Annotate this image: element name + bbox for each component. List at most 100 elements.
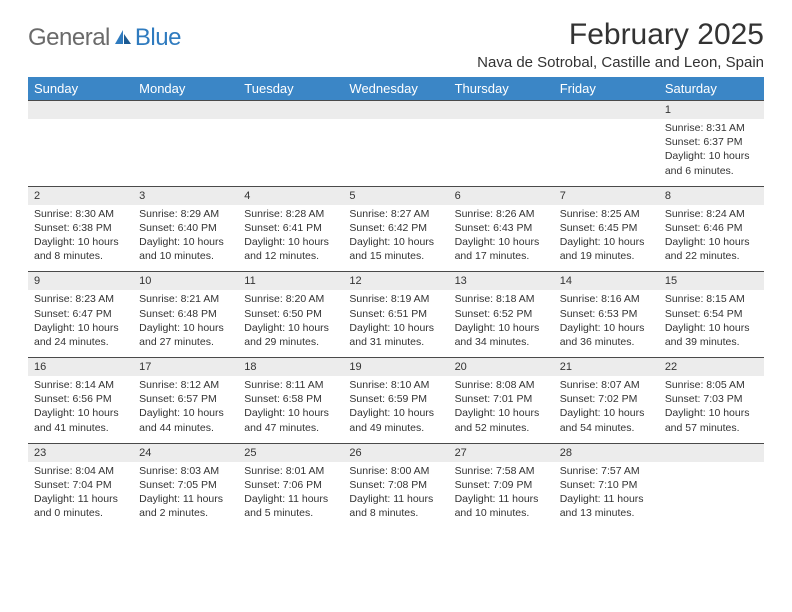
- day-line: Sunset: 6:40 PM: [139, 221, 232, 235]
- day-line: Sunrise: 8:11 AM: [244, 378, 337, 392]
- logo-sail-icon: [113, 28, 133, 48]
- header: General Blue February 2025 Nava de Sotro…: [28, 18, 764, 71]
- day-number: 13: [449, 272, 554, 291]
- day-number: 22: [659, 358, 764, 377]
- day-cell: [449, 119, 554, 186]
- day-cell: [659, 462, 764, 529]
- day-line: Daylight: 11 hours and 2 minutes.: [139, 492, 232, 520]
- day-cell: [133, 119, 238, 186]
- day-line: Daylight: 11 hours and 10 minutes.: [455, 492, 548, 520]
- day-cell: Sunrise: 8:08 AMSunset: 7:01 PMDaylight:…: [449, 376, 554, 443]
- day-line: Sunset: 6:45 PM: [560, 221, 653, 235]
- day-line: Sunset: 7:08 PM: [349, 478, 442, 492]
- day-line: Sunrise: 8:21 AM: [139, 292, 232, 306]
- day-line: Sunrise: 8:16 AM: [560, 292, 653, 306]
- day-cell: Sunrise: 8:03 AMSunset: 7:05 PMDaylight:…: [133, 462, 238, 529]
- day-cell: Sunrise: 8:11 AMSunset: 6:58 PMDaylight:…: [238, 376, 343, 443]
- day-line: Sunrise: 8:03 AM: [139, 464, 232, 478]
- day-line: Sunset: 6:48 PM: [139, 307, 232, 321]
- day-line: Sunrise: 8:27 AM: [349, 207, 442, 221]
- day-cell: Sunrise: 8:05 AMSunset: 7:03 PMDaylight:…: [659, 376, 764, 443]
- day-line: Daylight: 10 hours and 8 minutes.: [34, 235, 127, 263]
- day-number: 27: [449, 443, 554, 462]
- day-cell: Sunrise: 8:18 AMSunset: 6:52 PMDaylight:…: [449, 290, 554, 357]
- day-number: 11: [238, 272, 343, 291]
- day-cell: Sunrise: 8:10 AMSunset: 6:59 PMDaylight:…: [343, 376, 448, 443]
- day-line: Sunrise: 8:19 AM: [349, 292, 442, 306]
- day-number-row: 232425262728: [28, 443, 764, 462]
- col-sunday: Sunday: [28, 77, 133, 101]
- day-cell: Sunrise: 8:00 AMSunset: 7:08 PMDaylight:…: [343, 462, 448, 529]
- day-line: Daylight: 10 hours and 27 minutes.: [139, 321, 232, 349]
- day-number: [343, 101, 448, 120]
- day-cell: [343, 119, 448, 186]
- day-number: 24: [133, 443, 238, 462]
- day-line: Sunrise: 8:28 AM: [244, 207, 337, 221]
- day-line: Daylight: 11 hours and 13 minutes.: [560, 492, 653, 520]
- day-line: Sunrise: 8:25 AM: [560, 207, 653, 221]
- day-line: Sunrise: 8:20 AM: [244, 292, 337, 306]
- calendar-table: Sunday Monday Tuesday Wednesday Thursday…: [28, 77, 764, 528]
- day-cell: Sunrise: 8:31 AMSunset: 6:37 PMDaylight:…: [659, 119, 764, 186]
- day-line: Daylight: 10 hours and 19 minutes.: [560, 235, 653, 263]
- day-line: Daylight: 10 hours and 47 minutes.: [244, 406, 337, 434]
- day-content-row: Sunrise: 8:14 AMSunset: 6:56 PMDaylight:…: [28, 376, 764, 443]
- day-number: 7: [554, 186, 659, 205]
- day-content-row: Sunrise: 8:31 AMSunset: 6:37 PMDaylight:…: [28, 119, 764, 186]
- day-cell: Sunrise: 8:14 AMSunset: 6:56 PMDaylight:…: [28, 376, 133, 443]
- day-content-row: Sunrise: 8:04 AMSunset: 7:04 PMDaylight:…: [28, 462, 764, 529]
- day-line: Sunset: 7:02 PM: [560, 392, 653, 406]
- day-number: 21: [554, 358, 659, 377]
- day-cell: Sunrise: 8:16 AMSunset: 6:53 PMDaylight:…: [554, 290, 659, 357]
- day-line: Sunset: 6:47 PM: [34, 307, 127, 321]
- day-number: 26: [343, 443, 448, 462]
- title-block: February 2025 Nava de Sotrobal, Castille…: [477, 18, 764, 71]
- day-line: Sunrise: 8:00 AM: [349, 464, 442, 478]
- day-line: Daylight: 10 hours and 39 minutes.: [665, 321, 758, 349]
- day-number: 12: [343, 272, 448, 291]
- day-number: 15: [659, 272, 764, 291]
- day-line: Sunrise: 8:31 AM: [665, 121, 758, 135]
- day-cell: Sunrise: 8:19 AMSunset: 6:51 PMDaylight:…: [343, 290, 448, 357]
- day-line: Sunrise: 8:24 AM: [665, 207, 758, 221]
- day-cell: Sunrise: 8:26 AMSunset: 6:43 PMDaylight:…: [449, 205, 554, 272]
- day-number: 18: [238, 358, 343, 377]
- day-number: 14: [554, 272, 659, 291]
- day-line: Daylight: 10 hours and 31 minutes.: [349, 321, 442, 349]
- day-cell: [238, 119, 343, 186]
- day-number: 3: [133, 186, 238, 205]
- day-cell: Sunrise: 8:01 AMSunset: 7:06 PMDaylight:…: [238, 462, 343, 529]
- day-line: Daylight: 10 hours and 6 minutes.: [665, 149, 758, 177]
- day-line: Sunset: 6:58 PM: [244, 392, 337, 406]
- day-line: Sunrise: 8:29 AM: [139, 207, 232, 221]
- day-line: Daylight: 10 hours and 36 minutes.: [560, 321, 653, 349]
- day-line: Daylight: 10 hours and 49 minutes.: [349, 406, 442, 434]
- col-friday: Friday: [554, 77, 659, 101]
- day-line: Sunrise: 8:04 AM: [34, 464, 127, 478]
- day-line: Sunset: 6:42 PM: [349, 221, 442, 235]
- day-line: Sunrise: 8:01 AM: [244, 464, 337, 478]
- day-line: Daylight: 10 hours and 41 minutes.: [34, 406, 127, 434]
- day-number: 9: [28, 272, 133, 291]
- day-number: 6: [449, 186, 554, 205]
- logo-text-general: General: [28, 24, 110, 52]
- day-number: 17: [133, 358, 238, 377]
- day-cell: Sunrise: 8:30 AMSunset: 6:38 PMDaylight:…: [28, 205, 133, 272]
- day-number: 23: [28, 443, 133, 462]
- weekday-header-row: Sunday Monday Tuesday Wednesday Thursday…: [28, 77, 764, 101]
- day-cell: Sunrise: 7:57 AMSunset: 7:10 PMDaylight:…: [554, 462, 659, 529]
- day-line: Daylight: 10 hours and 54 minutes.: [560, 406, 653, 434]
- day-number: [659, 443, 764, 462]
- day-line: Daylight: 10 hours and 24 minutes.: [34, 321, 127, 349]
- day-line: Sunset: 6:54 PM: [665, 307, 758, 321]
- day-line: Daylight: 10 hours and 34 minutes.: [455, 321, 548, 349]
- day-line: Daylight: 10 hours and 10 minutes.: [139, 235, 232, 263]
- day-line: Sunrise: 8:26 AM: [455, 207, 548, 221]
- day-line: Daylight: 10 hours and 22 minutes.: [665, 235, 758, 263]
- day-line: Daylight: 11 hours and 0 minutes.: [34, 492, 127, 520]
- day-line: Sunrise: 8:05 AM: [665, 378, 758, 392]
- day-line: Sunset: 7:10 PM: [560, 478, 653, 492]
- day-line: Sunset: 6:46 PM: [665, 221, 758, 235]
- day-number: [133, 101, 238, 120]
- day-cell: Sunrise: 8:15 AMSunset: 6:54 PMDaylight:…: [659, 290, 764, 357]
